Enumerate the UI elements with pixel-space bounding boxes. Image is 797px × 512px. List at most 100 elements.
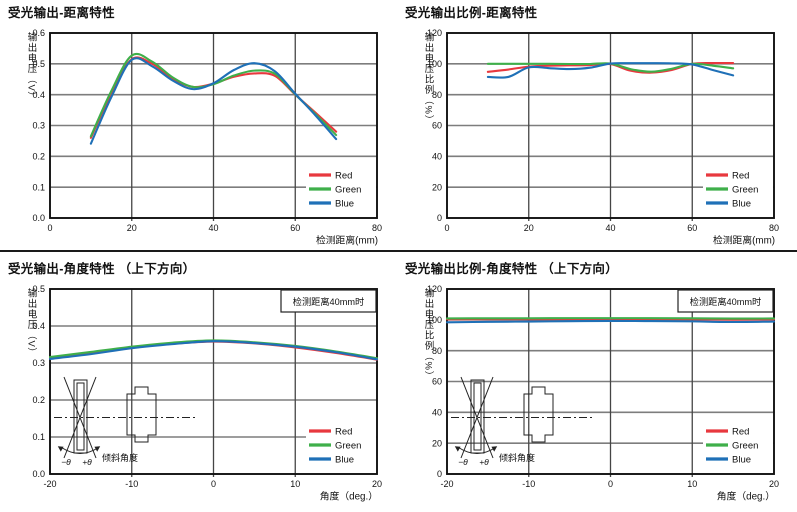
- chart-output-distance: Red Green Blue 0 20 40 60 80 0.0 0.1 0.2 0.3 0.4 0.5 0…: [0, 0, 398, 256]
- legend-label-green: Green: [732, 184, 758, 195]
- y-tick-label: 0.3: [32, 121, 45, 131]
- x-tick-label: 20: [127, 223, 137, 233]
- tilt-caption: 倾斜角度: [499, 452, 535, 463]
- x-tick-label: 20: [372, 479, 382, 489]
- chart-panel-output-angle: Red Green Blue 检测距离40mm时 −θ +θ 倾斜角度 -20 -10 0 10 20…: [0, 256, 398, 512]
- tilt-line-neg: [460, 376, 494, 459]
- legend-label-red: Red: [732, 170, 749, 181]
- y-tick-label: 0.1: [32, 432, 45, 442]
- neg-theta-label: −θ: [61, 457, 71, 467]
- arrowhead-left: [454, 446, 461, 452]
- arrowhead-right: [491, 446, 498, 452]
- sweep-arc: [61, 447, 99, 454]
- legend-label-green: Green: [335, 184, 361, 195]
- chart-title: 受光输出比例-角度特性 （上下方向）: [405, 262, 619, 276]
- x-axis-label: 角度（deg.）: [717, 490, 775, 503]
- y-tick-label: 0.0: [32, 469, 45, 479]
- y-tick-label: 60: [432, 377, 442, 387]
- series-blue: [48, 340, 379, 361]
- legend-label-green: Green: [732, 440, 758, 451]
- y-tick-label: 0.3: [32, 358, 45, 368]
- neg-theta-label: −θ: [458, 457, 468, 467]
- tilt-angle-inset: [54, 376, 198, 459]
- chart-output-ratio-angle: Red Green Blue 检测距离40mm时 −θ +θ 倾斜角度 -20 -10 0 10 20…: [397, 256, 795, 512]
- legend-label-red: Red: [335, 426, 352, 437]
- y-tick-label: 0.5: [32, 59, 45, 69]
- legend-label-blue: Blue: [732, 454, 751, 465]
- chart-panel-output-distance: Red Green Blue 0 20 40 60 80 0.0 0.1 0.2 0.3 0.4 0.5 0…: [0, 0, 398, 256]
- chart-panel-output-ratio-angle: Red Green Blue 检测距离40mm时 −θ +θ 倾斜角度 -20 -10 0 10 20…: [397, 256, 795, 512]
- pos-theta-label: +θ: [82, 457, 92, 467]
- x-tick-label: -10: [125, 479, 138, 489]
- plot-frame: [49, 32, 378, 219]
- target-object-profile: [126, 386, 157, 443]
- x-tick-label: 20: [769, 479, 779, 489]
- y-axis-label: 输出电压（V）: [25, 288, 37, 359]
- y-tick-label: 40: [432, 152, 442, 162]
- sweep-arc: [458, 447, 496, 454]
- arrowhead-right: [94, 446, 101, 452]
- legend-label-blue: Blue: [335, 454, 354, 465]
- y-tick-label: 120: [427, 28, 442, 38]
- annotation-text: 检测距离40mm时: [690, 296, 761, 307]
- target-object-profile: [523, 386, 554, 443]
- tilt-angle-inset: [451, 376, 595, 459]
- annotation-text: 检测距离40mm时: [293, 296, 364, 307]
- x-axis-label: 检测距离(mm): [316, 234, 378, 247]
- y-tick-label: 0.4: [32, 321, 45, 331]
- y-axis-label: 输出电压（V）: [25, 32, 37, 103]
- x-tick-label: -20: [440, 479, 453, 489]
- x-tick-label: -20: [43, 479, 56, 489]
- y-tick-label: 60: [432, 121, 442, 131]
- pos-theta-label: +θ: [479, 457, 489, 467]
- chart-output-ratio-distance: Red Green Blue 0 20 40 60 80 0 20 40 60 80 100 120 检测距离…: [397, 0, 795, 256]
- y-axis-label: 输出电压比例（%）: [422, 32, 434, 126]
- series-blue: [445, 319, 776, 324]
- legend-label-red: Red: [732, 426, 749, 437]
- legend-label-red: Red: [335, 170, 352, 181]
- x-tick-label: 40: [605, 223, 615, 233]
- x-tick-label: 0: [211, 479, 216, 489]
- legend-label-green: Green: [335, 440, 361, 451]
- y-tick-label: 20: [432, 438, 442, 448]
- y-tick-label: 0.0: [32, 213, 45, 223]
- y-tick-label: 20: [432, 182, 442, 192]
- chart-output-angle: Red Green Blue 检测距离40mm时 −θ +θ 倾斜角度 -20 -10 0 10 20…: [0, 256, 398, 512]
- section-divider: [0, 250, 797, 252]
- x-tick-label: 60: [290, 223, 300, 233]
- plot-frame: [446, 32, 775, 219]
- y-tick-label: 120: [427, 284, 442, 294]
- chart-panel-output-ratio-distance: Red Green Blue 0 20 40 60 80 0 20 40 60 80 100 120 检测距离…: [397, 0, 795, 256]
- x-tick-label: 0: [444, 223, 449, 233]
- y-tick-label: 0.6: [32, 28, 45, 38]
- y-tick-label: 0.5: [32, 284, 45, 294]
- tilt-caption: 倾斜角度: [102, 452, 138, 463]
- chart-canvas: Red Green Blue 0 20 40 60 80 0 20 40 60 80 100 120 检测距离…: [427, 28, 779, 247]
- y-tick-label: 100: [427, 59, 442, 69]
- x-tick-label: 10: [290, 479, 300, 489]
- chart-title: 受光输出比例-距离特性: [405, 6, 538, 20]
- y-tick-label: 40: [432, 408, 442, 418]
- x-tick-label: 20: [524, 223, 534, 233]
- x-tick-label: 0: [608, 479, 613, 489]
- y-tick-label: 0: [437, 469, 442, 479]
- y-tick-label: 100: [427, 315, 442, 325]
- x-tick-label: -10: [522, 479, 535, 489]
- chart-canvas: Red Green Blue 检测距离40mm时 −θ +θ 倾斜角度 -20 -10 0 10 20…: [32, 284, 382, 503]
- x-axis-label: 检测距离(mm): [713, 234, 775, 247]
- x-tick-label: 40: [208, 223, 218, 233]
- y-tick-label: 0.2: [32, 395, 45, 405]
- chart-title: 受光输出-距离特性: [8, 6, 115, 20]
- x-tick-label: 0: [47, 223, 52, 233]
- y-tick-label: 80: [432, 90, 442, 100]
- x-tick-label: 80: [769, 223, 779, 233]
- y-axis-label: 输出电压比例（%）: [422, 288, 434, 382]
- x-axis-label: 角度（deg.）: [320, 490, 378, 503]
- y-tick-label: 80: [432, 346, 442, 356]
- legend-label-blue: Blue: [732, 198, 751, 209]
- plot-frame: [446, 288, 775, 475]
- x-tick-label: 80: [372, 223, 382, 233]
- annotation-box: [280, 289, 377, 313]
- y-tick-label: 0.4: [32, 90, 45, 100]
